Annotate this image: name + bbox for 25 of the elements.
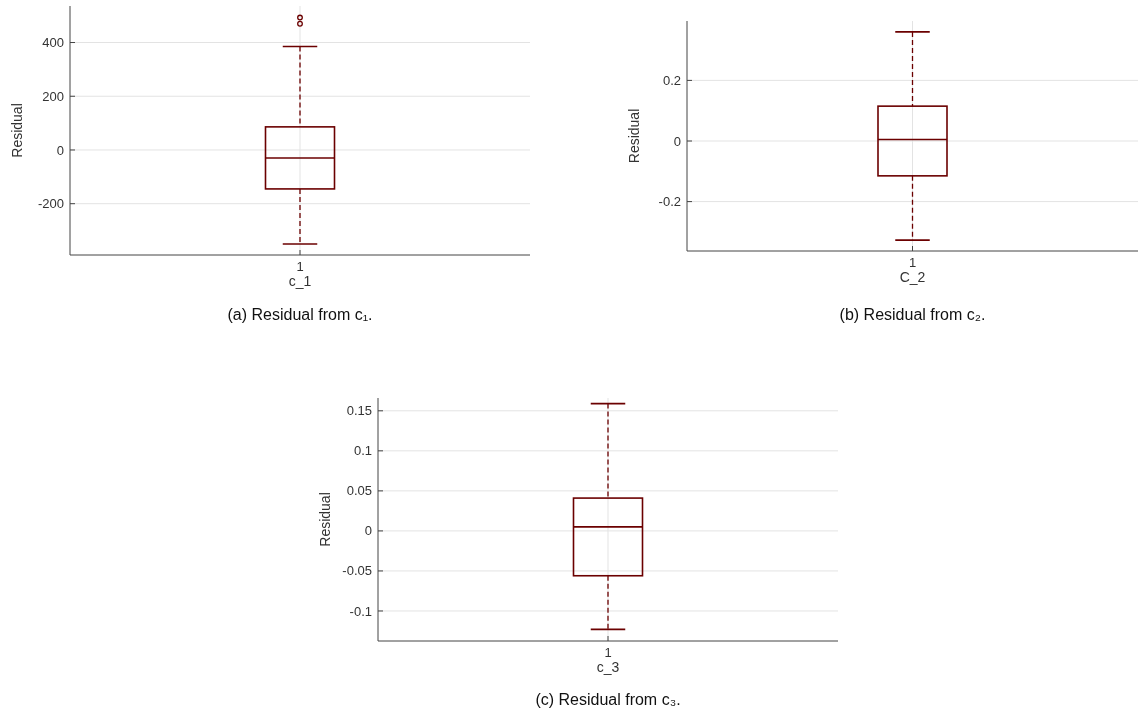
y-tick-label: 0.05 [346, 483, 372, 499]
y-tick-label: 0 [673, 133, 681, 149]
y-axis-title: Residual [626, 108, 642, 164]
y-tick-label: 0.15 [346, 403, 372, 419]
y-tick-label: 200 [42, 88, 64, 104]
y-tick-label: -0.1 [349, 603, 372, 619]
y-axis-title: Residual [317, 492, 333, 547]
y-tick-label: 0.1 [353, 443, 372, 459]
y-tick-label: 400 [42, 35, 64, 51]
y-tick-label: 0 [56, 142, 64, 158]
y-tick-label: 0 [364, 523, 372, 539]
x-axis-title: c_3 [596, 659, 620, 675]
y-tick-label: -0.2 [658, 194, 681, 210]
y-axis-title: Residual [9, 103, 25, 158]
x-tick-label: 1 [604, 645, 612, 660]
text: (c) Residual from c₃. [535, 691, 681, 708]
x-tick-label: 1 [908, 255, 917, 270]
x-axis-title: c_1 [288, 273, 312, 289]
y-tick-label: 0.2 [662, 72, 681, 88]
y-tick-label: -0.05 [342, 563, 372, 579]
x-axis-title: C_2 [899, 269, 926, 285]
y-tick-label: -200 [37, 196, 64, 212]
text: (a) Residual from c₁. [227, 306, 373, 323]
x-tick-label: 1 [296, 259, 304, 274]
text: (b) Residual from c₂. [839, 306, 986, 323]
